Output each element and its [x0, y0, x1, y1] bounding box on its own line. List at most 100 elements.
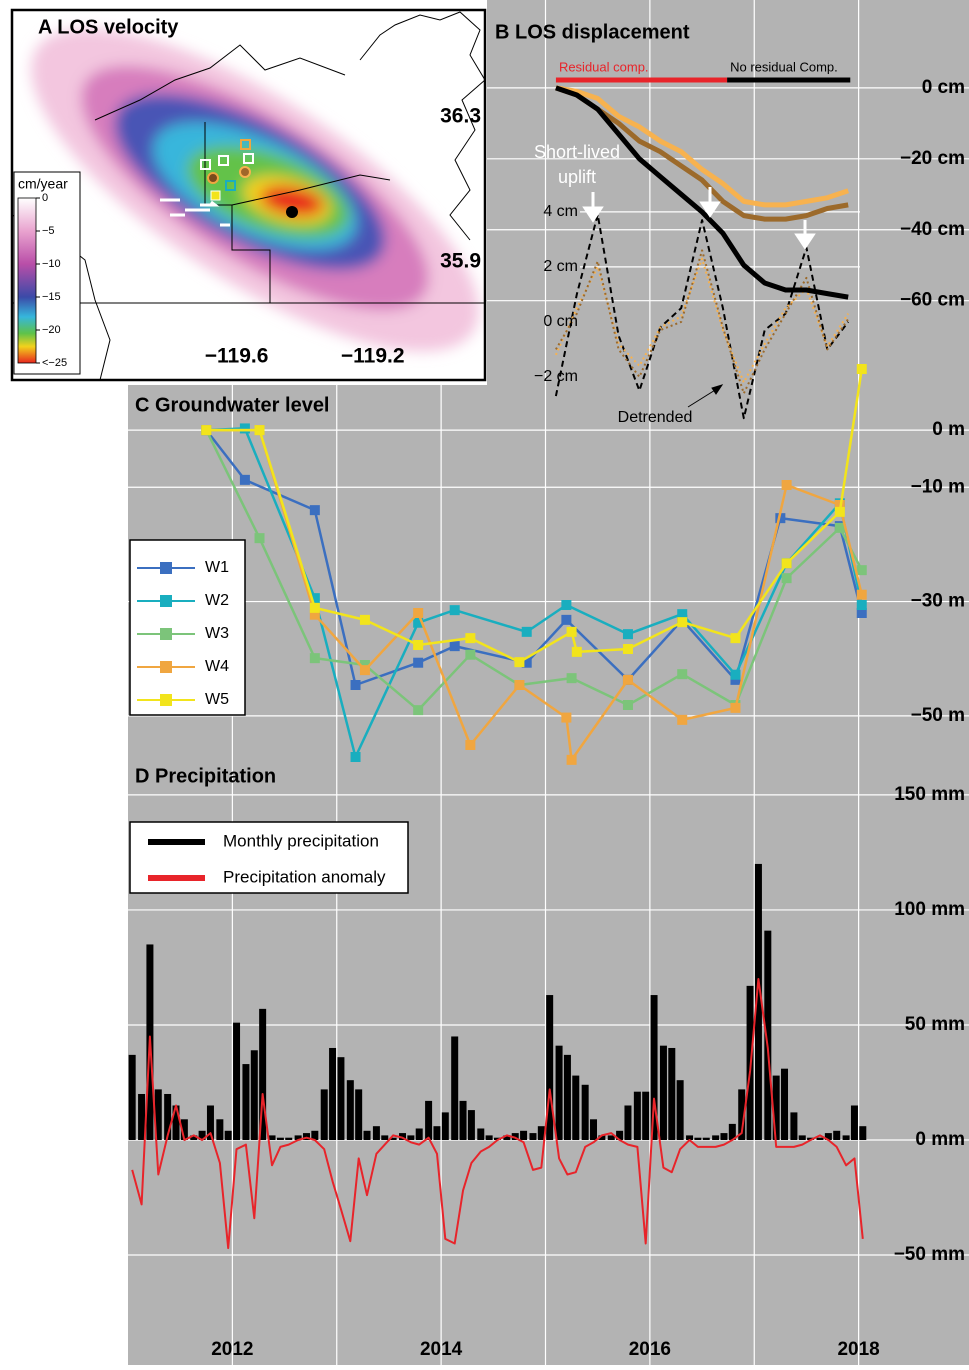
bar	[702, 1137, 710, 1140]
y2-tick-label: 2 cm	[543, 258, 578, 275]
line	[205, 429, 863, 712]
marker	[254, 425, 265, 436]
marker	[677, 669, 688, 680]
bar	[389, 1137, 397, 1140]
bar	[415, 1128, 423, 1140]
marker	[309, 602, 320, 613]
marker	[856, 364, 867, 374]
bar	[216, 1119, 224, 1140]
marker	[521, 626, 532, 637]
arrow	[687, 384, 724, 408]
legend-label: Monthly precipitation	[223, 831, 379, 850]
marker	[781, 480, 792, 490]
bar	[259, 1008, 267, 1140]
bar	[250, 1050, 258, 1140]
bar	[790, 1112, 798, 1140]
marker	[449, 641, 460, 652]
y-tick-label: −50 m	[911, 705, 965, 726]
bar	[624, 1105, 632, 1140]
lon-label: −119.2	[341, 345, 405, 368]
legend-marker	[160, 595, 172, 607]
marker	[856, 608, 867, 618]
line	[554, 257, 850, 384]
marker	[856, 589, 867, 600]
marker	[730, 669, 741, 680]
lat-label: 35.9	[440, 250, 481, 273]
x-tick-label: 2018	[837, 1339, 879, 1360]
marker	[309, 609, 320, 620]
bar	[833, 1130, 841, 1140]
bar	[477, 1128, 485, 1140]
bar	[164, 1093, 172, 1140]
bar	[659, 1045, 667, 1140]
bar	[441, 1112, 449, 1140]
marker	[622, 644, 633, 654]
bar	[754, 863, 762, 1140]
arrows	[582, 187, 816, 250]
marker	[309, 593, 320, 604]
bar	[764, 930, 772, 1140]
bar	[154, 1089, 162, 1140]
legend-marker	[160, 562, 172, 574]
marker	[571, 646, 582, 657]
marker	[413, 617, 424, 628]
bar	[294, 1135, 302, 1140]
marker	[561, 614, 572, 625]
bar	[467, 1110, 475, 1140]
bar	[781, 1068, 789, 1140]
colorbar-tick-label: −5	[42, 225, 55, 237]
line	[131, 978, 864, 1250]
bar	[607, 1135, 615, 1140]
bar	[399, 1133, 407, 1140]
marker	[309, 653, 320, 664]
y-tick-label: 150 mm	[894, 784, 965, 805]
marker	[514, 657, 525, 668]
marker	[677, 617, 688, 628]
bar	[807, 1137, 815, 1140]
marker	[775, 513, 786, 524]
marker	[359, 614, 370, 625]
marker	[309, 505, 320, 516]
bar	[242, 1064, 250, 1140]
period-label: Residual comp.	[559, 59, 649, 74]
colorbar-tick-label: −20	[42, 324, 61, 336]
marker	[350, 680, 361, 690]
well-markers	[160, 139, 298, 227]
annotations: B LOS displacement C Groundwater level D…	[129, 21, 965, 1360]
marker	[413, 608, 424, 618]
marker	[622, 700, 633, 710]
bar	[285, 1137, 293, 1140]
bar	[546, 995, 554, 1140]
marker	[359, 660, 370, 670]
bar	[190, 1135, 198, 1140]
map-frame	[10, 8, 487, 382]
marker	[781, 573, 792, 584]
x-tick-label: 2016	[629, 1339, 671, 1360]
marker	[566, 626, 577, 637]
bar	[712, 1135, 720, 1140]
bar	[511, 1133, 519, 1140]
marker	[413, 657, 424, 668]
bar	[816, 1137, 824, 1140]
y-tick-label: 0 cm	[922, 77, 965, 98]
marker	[254, 533, 265, 544]
bar	[329, 1047, 337, 1140]
marker	[622, 674, 633, 685]
x-tick-label: 2012	[211, 1339, 253, 1360]
bar	[355, 1089, 363, 1140]
bar	[493, 1137, 501, 1140]
annotation: uplift	[558, 167, 596, 187]
bar	[859, 1126, 867, 1140]
marker	[239, 423, 250, 434]
y-tick-label: −10 m	[911, 476, 965, 497]
bar	[198, 1130, 206, 1140]
marker	[521, 657, 532, 668]
marker	[359, 665, 370, 676]
panel-title: C Groundwater level	[135, 394, 330, 416]
bar	[425, 1100, 433, 1140]
bar	[590, 1119, 598, 1140]
bar	[668, 1047, 676, 1140]
y-tick-label: −60 cm	[900, 290, 965, 311]
bar	[694, 1137, 702, 1140]
y-tick-label: 0 mm	[915, 1129, 965, 1150]
